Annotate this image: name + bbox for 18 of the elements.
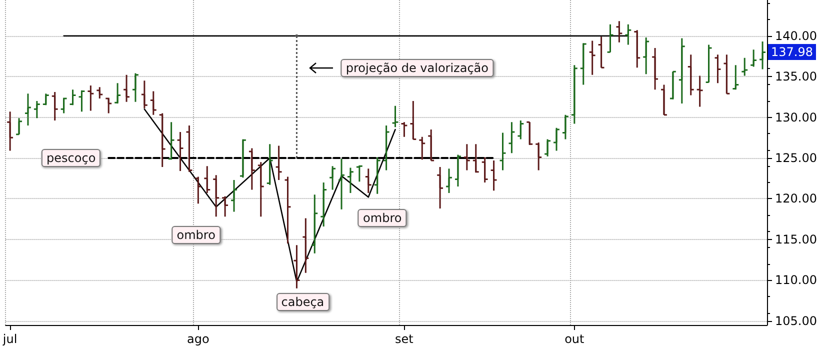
annotation: cabeça [276, 292, 330, 311]
y-tick-label: 140.00 [775, 28, 818, 43]
annotation: ombro [358, 209, 407, 228]
annotation: pescoço [42, 149, 101, 168]
y-tick-label: 125.00 [775, 151, 818, 166]
y-tick-label: 115.00 [775, 232, 818, 246]
annotation: projeção de valorização [340, 58, 494, 77]
y-tick-label: 110.00 [775, 273, 818, 288]
x-tick-label: ago [187, 332, 210, 346]
annotation: ombro [172, 226, 220, 244]
y-tick-label: 130.00 [775, 110, 818, 124]
x-tick-label: set [395, 332, 414, 346]
y-tick-label: 135.00 [775, 70, 818, 84]
x-tick-label: jul [2, 332, 18, 346]
y-tick-label: 105.00 [775, 314, 818, 328]
text: 137.98 [768, 44, 816, 60]
x-tick-label: out [564, 332, 585, 346]
y-tick-label: 120.00 [775, 192, 818, 206]
